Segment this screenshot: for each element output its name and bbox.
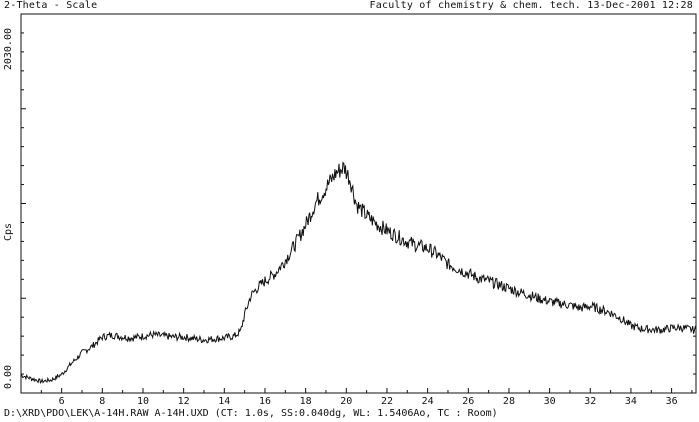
file-info: D:\XRD\PDO\LEK\A-14H.RAW A-14H.UXD (CT: … bbox=[4, 408, 498, 419]
x-tick-labels: 6 8 10 12 14 16 18 20 22 24 26 28 30 32 34 36 bbox=[59, 396, 678, 407]
x-tick-label: 34 bbox=[625, 396, 637, 407]
x-tick-label: 10 bbox=[137, 396, 149, 407]
x-tick-label: 28 bbox=[503, 396, 515, 407]
x-tick-label: 26 bbox=[462, 396, 474, 407]
x-tick-label: 22 bbox=[381, 396, 393, 407]
y-tick-label-min: 0.00 bbox=[3, 365, 14, 389]
x-tick-label: 8 bbox=[99, 396, 105, 407]
x-tick-label: 18 bbox=[300, 396, 312, 407]
x-tick-label: 20 bbox=[340, 396, 352, 407]
x-tick-label: 16 bbox=[259, 396, 271, 407]
y-tick-label-max: 2030.00 bbox=[3, 28, 14, 70]
x-tick-label: 12 bbox=[178, 396, 190, 407]
diffraction-trace bbox=[21, 163, 696, 383]
x-tick-label: 14 bbox=[218, 396, 230, 407]
x-tick-label: 30 bbox=[544, 396, 556, 407]
x-tick-label: 24 bbox=[422, 396, 434, 407]
x-tick-label: 36 bbox=[666, 396, 678, 407]
x-tick-label: 6 bbox=[59, 396, 65, 407]
y-axis-label: Cps bbox=[3, 223, 14, 241]
x-tick-label: 32 bbox=[584, 396, 596, 407]
